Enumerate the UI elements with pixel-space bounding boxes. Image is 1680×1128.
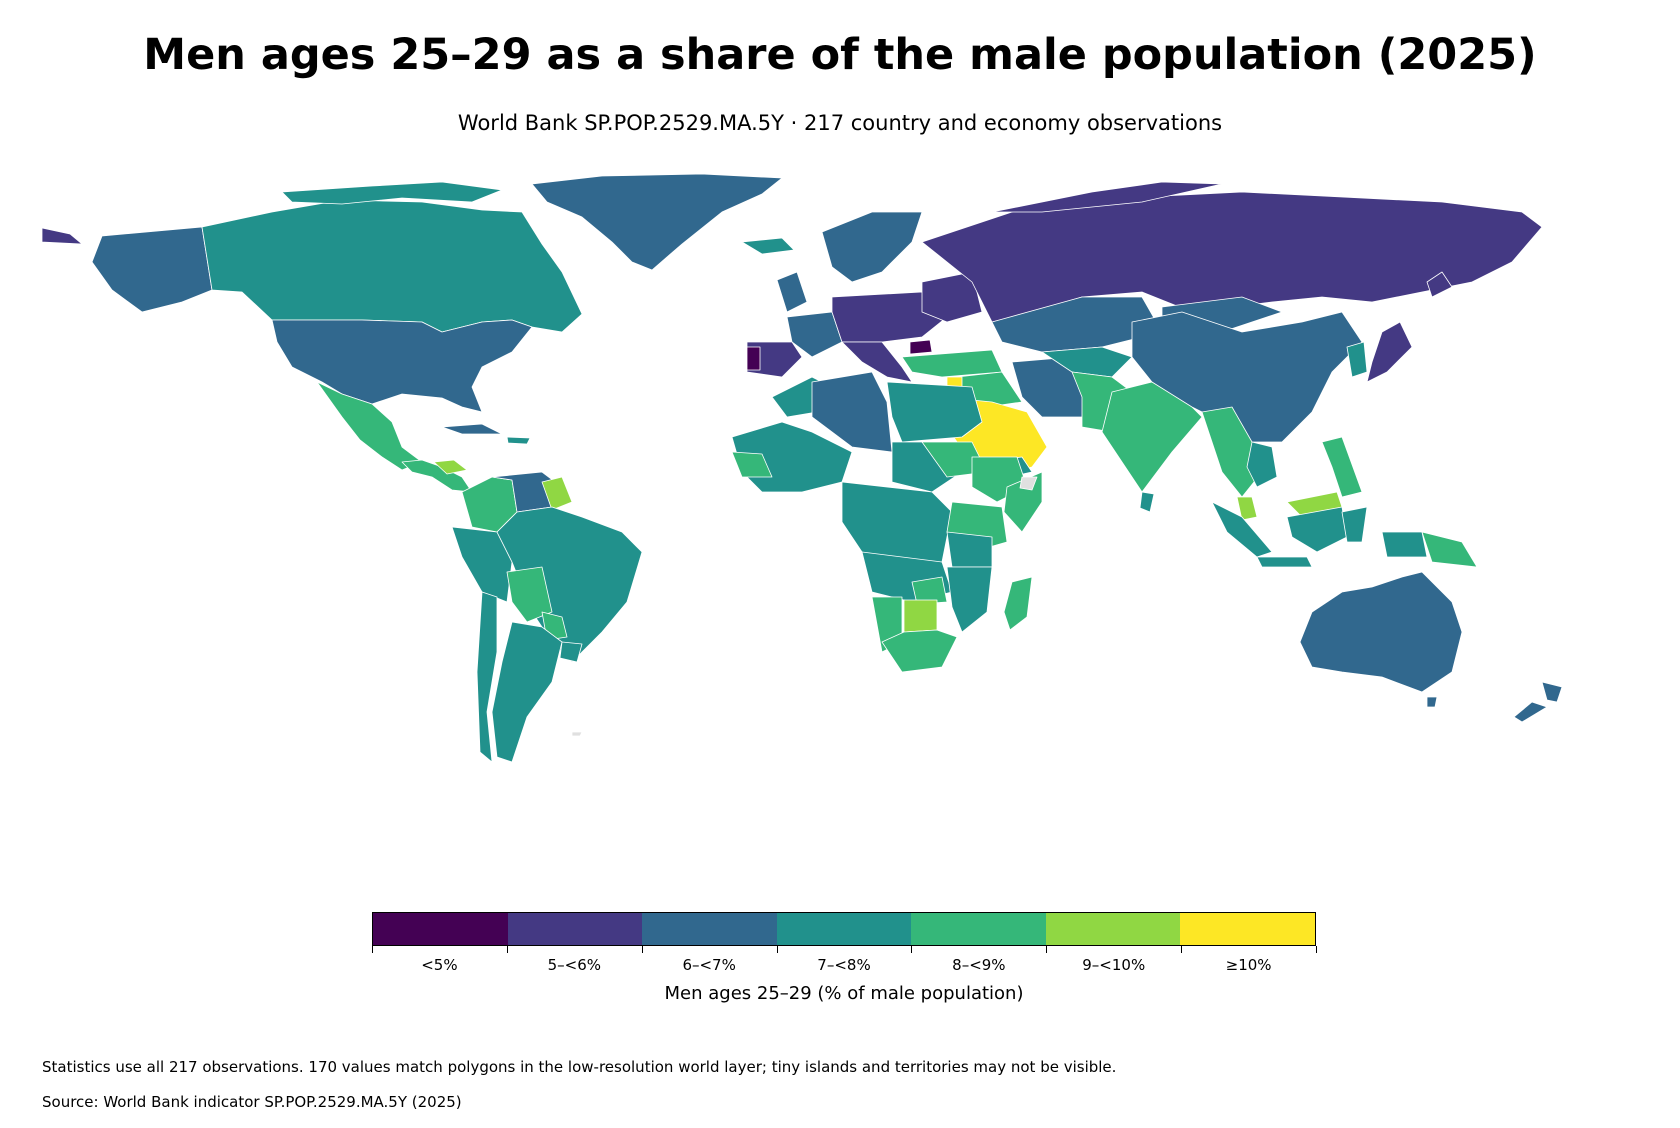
legend-label: 6–<7%: [682, 956, 736, 974]
region-guyana: [541, 476, 573, 511]
region-canada: [201, 199, 583, 333]
legend-label: ≥10%: [1225, 956, 1272, 974]
region-south-africa: [881, 629, 958, 673]
legend-ticks: [372, 946, 1317, 954]
legend-tick: [1316, 946, 1317, 953]
region-java: [1256, 556, 1313, 568]
map-subtitle: World Bank SP.POP.2529.MA.5Y · 217 count…: [457, 111, 1223, 135]
region-scandinavia: [821, 211, 923, 283]
region-botswana: [903, 599, 938, 633]
region-turkey: [901, 349, 1003, 378]
region-uk: [776, 271, 808, 313]
legend-tick: [911, 946, 913, 953]
legend-tick: [1181, 946, 1183, 953]
legend-label: <5%: [421, 956, 458, 974]
legend-swatch: [911, 913, 1046, 945]
region-central-asia: [1041, 346, 1133, 378]
legend-label: 9–<10%: [1082, 956, 1146, 974]
region-iceland: [741, 237, 795, 255]
legend-tick: [372, 946, 373, 953]
legend-label: 5–<6%: [547, 956, 601, 974]
legend-swatch: [1045, 913, 1181, 945]
region-borneo-indonesia: [1286, 506, 1348, 553]
region-libya-egypt: [886, 381, 983, 443]
region-cuba: [441, 423, 503, 435]
region-sakhalin-kuril: [1426, 271, 1453, 298]
region-russia-arctic: [991, 181, 1223, 213]
source-note: Source: World Bank indicator SP.POP.2529…: [42, 1093, 462, 1111]
region-bulgaria: [909, 339, 933, 355]
region-france: [786, 311, 843, 358]
region-japan: [1366, 321, 1413, 383]
region-senegal-guinea: [731, 451, 773, 478]
legend-colorbar: [372, 912, 1316, 946]
legend-tick: [776, 946, 778, 953]
region-zimbabwe: [911, 576, 948, 605]
legend-label: 7–<8%: [817, 956, 871, 974]
region-mozambique: [946, 566, 993, 633]
legend-swatch: [507, 913, 643, 945]
legend-swatch: [776, 913, 912, 945]
legend-tick: [1046, 946, 1048, 953]
region-honduras: [433, 459, 468, 475]
region-tanzania: [946, 531, 993, 568]
legend-swatch: [373, 913, 508, 945]
legend-swatch: [1180, 913, 1316, 945]
region-antarctic-fragment: [571, 731, 583, 737]
region-portugal: [746, 346, 761, 371]
region-korea: [1346, 341, 1368, 378]
legend-title: Men ages 25–29 (% of male population): [664, 983, 1024, 1004]
region-vietnam: [1246, 441, 1278, 488]
region-new-guinea-west: [1381, 531, 1428, 558]
legend-labels: <5% 5–<6% 6–<7% 7–<8% 8–<9% 9–<10% ≥10%: [372, 956, 1316, 974]
region-philippines: [1321, 436, 1363, 498]
region-china: [1131, 311, 1363, 443]
region-argentina: [491, 621, 563, 763]
region-new-zealand-south: [1513, 701, 1548, 723]
region-canada-arctic: [281, 181, 503, 205]
region-aleutian-west: [42, 227, 83, 245]
region-madagascar: [1003, 576, 1033, 631]
map-title: Men ages 25–29 as a share of the male po…: [143, 30, 1537, 80]
region-italy-balkans: [841, 341, 913, 383]
region-somaliland: [1019, 476, 1038, 491]
region-uruguay: [559, 641, 583, 663]
region-bolivia: [506, 566, 553, 623]
region-mainland-se-asia: [1201, 406, 1263, 498]
region-papua-new-guinea: [1421, 531, 1478, 568]
region-usa: [271, 319, 533, 413]
statistics-note: Statistics use all 217 observations. 170…: [42, 1058, 1117, 1076]
choropleth-world-map: [42, 173, 1563, 763]
region-alaska: [91, 226, 213, 313]
region-australia: [1299, 571, 1463, 693]
region-greenland: [531, 173, 783, 271]
region-sumatra: [1211, 501, 1273, 558]
region-new-zealand-north: [1541, 681, 1563, 703]
region-malaysia: [1236, 496, 1258, 521]
region-chile: [476, 591, 498, 763]
region-sulawesi: [1341, 506, 1368, 543]
region-sri-lanka: [1139, 491, 1155, 513]
region-hispaniola: [506, 436, 531, 445]
legend-tick: [641, 946, 643, 953]
legend-swatch: [642, 913, 777, 945]
legend-tick: [506, 946, 508, 953]
legend-label: 8–<9%: [952, 956, 1006, 974]
region-tasmania: [1426, 696, 1438, 708]
